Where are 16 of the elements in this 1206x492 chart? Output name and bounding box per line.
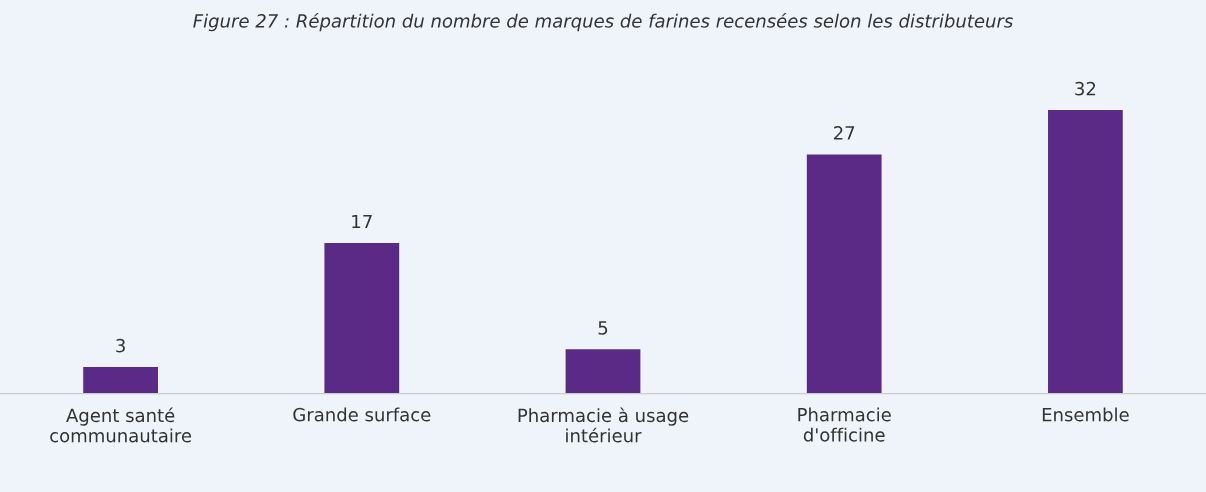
bar bbox=[1048, 110, 1123, 394]
bar bbox=[83, 367, 158, 394]
x-tick-label: Pharmacie d'officine bbox=[798, 407, 891, 442]
bar bbox=[565, 349, 641, 394]
data-label: 3 bbox=[116, 338, 125, 353]
data-label: 27 bbox=[834, 126, 855, 140]
data-label: 32 bbox=[1075, 81, 1096, 96]
bar bbox=[806, 154, 882, 394]
data-label: 17 bbox=[352, 214, 372, 229]
x-tick-label: Ensemble bbox=[1042, 407, 1129, 422]
chart-title: Figure 27 : Répartition du nombre de marques de farines recensées selon les distributeurs bbox=[193, 13, 1013, 32]
x-tick-label: Pharmacie à usage intérieur bbox=[518, 407, 689, 443]
x-tick-label: Agent santé communautaire bbox=[50, 407, 192, 443]
bar bbox=[324, 242, 400, 394]
x-tick-label: Grande surface bbox=[293, 407, 431, 422]
data-label: 5 bbox=[598, 321, 608, 335]
